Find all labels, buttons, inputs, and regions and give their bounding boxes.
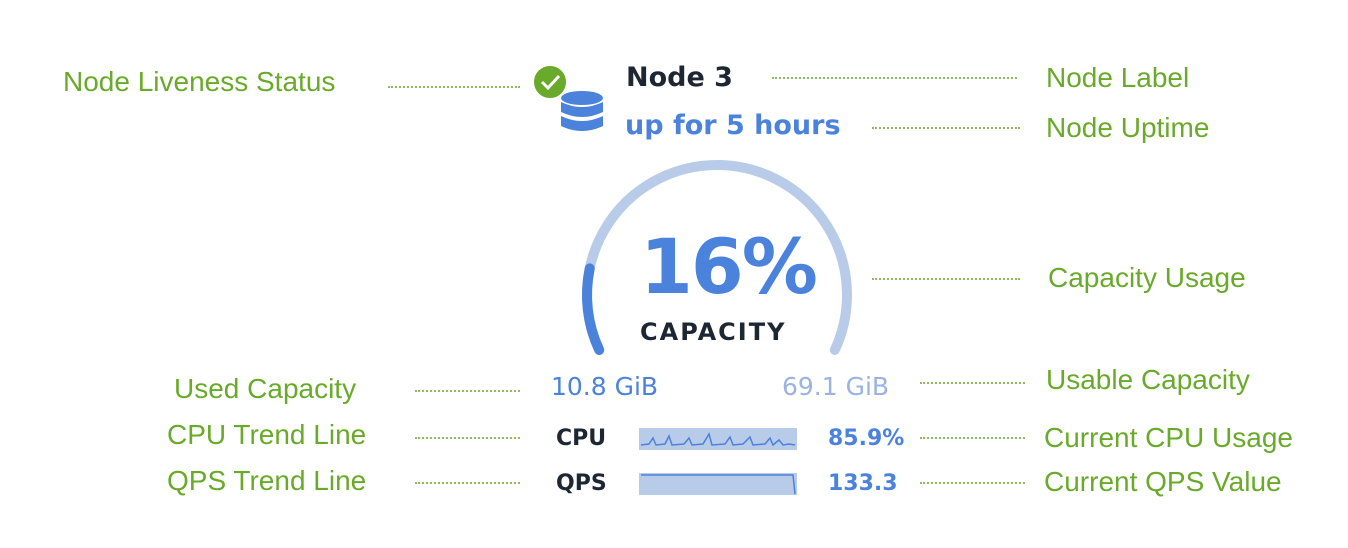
qps-trend-line	[639, 473, 797, 495]
capacity-gauge	[582, 160, 852, 355]
leader-line	[772, 77, 1017, 79]
annotation-used-capacity: Used Capacity	[174, 373, 357, 404]
annotation-usable-capacity: Usable Capacity	[1046, 364, 1250, 395]
leader-line	[415, 482, 520, 484]
qps-label: QPS	[556, 471, 607, 496]
leader-line	[872, 127, 1020, 129]
capacity-percent: 16%	[640, 222, 818, 311]
annotation-qps-current: Current QPS Value	[1044, 466, 1282, 497]
gauge-fill	[582, 263, 605, 355]
check-circle-icon	[532, 64, 568, 100]
database-icon	[561, 91, 603, 131]
leader-line	[415, 390, 520, 392]
cpu-label: CPU	[556, 426, 607, 451]
annotation-cpu-trend: CPU Trend Line	[167, 419, 367, 450]
annotation-liveness: Node Liveness Status	[63, 66, 336, 97]
annotation-uptime: Node Uptime	[1046, 112, 1210, 143]
annotation-cpu-current: Current CPU Usage	[1044, 422, 1293, 453]
leader-line	[920, 482, 1025, 484]
cpu-trend-line	[639, 428, 797, 450]
leader-line	[920, 382, 1025, 384]
qps-value: 133.3	[828, 471, 898, 496]
cpu-value: 85.9%	[828, 426, 905, 451]
node-uptime: up for 5 hours	[625, 110, 841, 141]
annotation-capacity-usage: Capacity Usage	[1048, 262, 1246, 293]
capacity-label: CAPACITY	[640, 318, 787, 346]
node-status-icons	[532, 64, 603, 131]
leader-line	[415, 437, 520, 439]
node-label: Node 3	[626, 62, 733, 93]
leader-line	[872, 278, 1020, 280]
usable-capacity: 69.1 GiB	[782, 372, 890, 401]
leader-line	[388, 86, 520, 88]
leader-line	[920, 437, 1025, 439]
annotation-qps-trend: QPS Trend Line	[167, 465, 367, 496]
used-capacity: 10.8 GiB	[551, 372, 659, 401]
annotation-label: Node Label	[1046, 62, 1190, 93]
